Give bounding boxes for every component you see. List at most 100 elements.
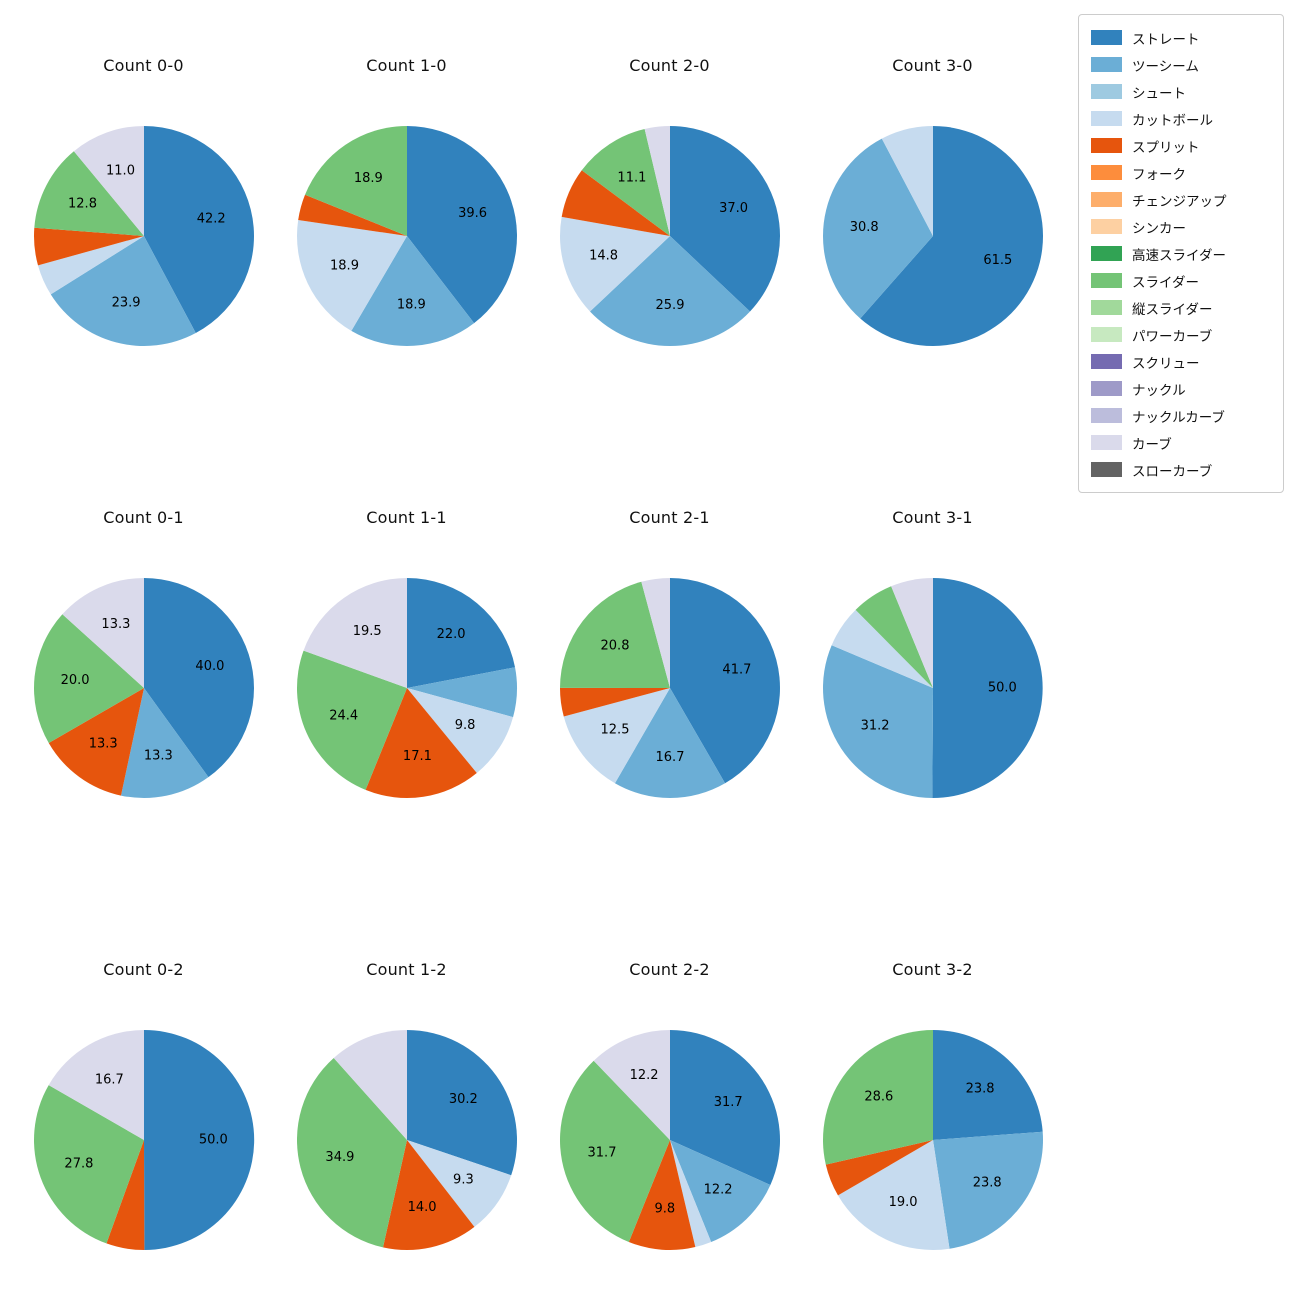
slice-value-label: 30.8 <box>849 220 878 235</box>
pie-slice <box>382 1140 474 1251</box>
legend-swatch <box>1091 111 1122 126</box>
slice-value-label: 19.0 <box>888 1195 917 1210</box>
legend-item-label: パワーカーブ <box>1132 328 1213 345</box>
slice-value-label: 19.5 <box>352 624 381 639</box>
slice-value-label: 30.2 <box>448 1092 477 1107</box>
pie-slice <box>61 578 144 688</box>
legend-swatch <box>1091 57 1122 72</box>
legend-item-label: スローカーブ <box>1132 463 1213 480</box>
chart-title: Count 1-0 <box>366 56 447 75</box>
pie-slice <box>296 1057 407 1248</box>
chart-title: Count 2-0 <box>629 56 710 75</box>
chart-title: Count 1-2 <box>366 960 447 979</box>
slice-value-label: 13.3 <box>88 737 117 752</box>
legend-item: シュート <box>1091 78 1271 105</box>
slice-value-label: 27.8 <box>64 1156 93 1171</box>
pie-chart-cell: Count 2-0 37.0 25.9 14.8 11.1 <box>538 50 801 502</box>
pie-chart-cell: Count 0-0 42.2 23.9 12.8 11.0 <box>12 50 275 502</box>
pie-slice <box>881 126 933 236</box>
legend-item-label: 縦スライダー <box>1132 301 1213 318</box>
pie-slice <box>304 126 407 236</box>
pie-chart: 37.0 25.9 14.8 11.1 <box>559 126 780 347</box>
pie-chart: 23.8 23.8 19.0 28.6 <box>822 1030 1043 1250</box>
pie-slice <box>825 1140 933 1196</box>
pie-slice <box>296 650 407 790</box>
legend-item-label: シュート <box>1132 85 1186 102</box>
legend-item: ナックルカーブ <box>1091 402 1271 429</box>
chart-title: Count 2-1 <box>629 508 710 527</box>
legend-swatch <box>1091 327 1122 342</box>
legend-item-label: スクリュー <box>1132 355 1200 372</box>
pie-chart: 40.0 13.3 13.3 20.0 13.3 <box>33 578 254 799</box>
slice-value-label: 41.7 <box>722 663 751 678</box>
legend-item-label: カーブ <box>1132 436 1172 453</box>
legend-item: チェンジアップ <box>1091 186 1271 213</box>
legend-swatch <box>1091 408 1122 423</box>
pie-slice <box>303 578 407 688</box>
pie-slice <box>932 1030 1043 1140</box>
pie-slice <box>822 645 933 798</box>
pie-chart-cell: Count 1-1 22.0 9.8 17.1 24.4 19.5 <box>275 502 538 954</box>
slice-value-label: 14.8 <box>589 248 618 263</box>
legend-item-label: スプリット <box>1132 139 1200 156</box>
chart-title: Count 3-0 <box>892 56 973 75</box>
pie-chart: 41.7 16.7 12.5 20.8 <box>559 578 780 798</box>
pie-slice <box>932 1131 1043 1249</box>
slice-value-label: 16.7 <box>655 750 684 765</box>
slice-value-label: 18.9 <box>396 298 425 313</box>
pie-slice <box>669 1140 711 1248</box>
slice-value-label: 11.1 <box>617 171 646 186</box>
pie-slice <box>669 1140 770 1243</box>
legend-swatch <box>1091 246 1122 261</box>
chart-title: Count 2-2 <box>629 960 710 979</box>
pie-slice <box>669 126 780 312</box>
slice-value-label: 42.2 <box>196 212 225 227</box>
pie-slice <box>628 1140 695 1251</box>
pie-slice <box>559 687 670 717</box>
pie-chart: 39.6 18.9 18.9 18.9 <box>296 126 517 347</box>
legend-item: フォーク <box>1091 159 1271 186</box>
legend-item: カーブ <box>1091 429 1271 456</box>
pie-slice <box>73 126 144 236</box>
pie-slice <box>559 216 670 312</box>
chart-title: Count 0-0 <box>103 56 184 75</box>
pie-slice <box>406 667 517 718</box>
pie-slice <box>563 688 670 784</box>
slice-value-label: 9.8 <box>654 1202 675 1217</box>
pie-slice <box>365 688 477 799</box>
pie-chart-cell: Count 0-1 40.0 13.3 13.3 20.0 13.3 <box>12 502 275 954</box>
legend-item: カットボール <box>1091 105 1271 132</box>
pie-slice <box>48 1030 144 1140</box>
legend-item-label: ストレート <box>1132 31 1200 48</box>
pie-slice <box>593 1030 670 1140</box>
legend-item: スクリュー <box>1091 348 1271 375</box>
slice-value-label: 24.4 <box>329 709 358 724</box>
pie-slice <box>143 1029 254 1250</box>
pie-chart: 50.0 31.2 <box>822 578 1043 799</box>
pie-slice <box>33 614 144 743</box>
pie-slice <box>614 688 725 798</box>
legend-item-label: スライダー <box>1132 274 1199 291</box>
slice-value-label: 23.8 <box>972 1176 1001 1191</box>
slice-value-label: 9.8 <box>454 718 475 733</box>
slice-value-label: 12.5 <box>600 723 629 738</box>
pie-chart: 61.5 30.8 <box>822 126 1043 346</box>
pie-slice <box>837 1140 950 1250</box>
slice-value-label: 31.2 <box>860 719 889 734</box>
pie-slice <box>406 1030 517 1176</box>
legend-item-label: シンカー <box>1132 220 1186 237</box>
legend-swatch <box>1091 435 1122 450</box>
pie-slice <box>589 236 750 347</box>
slice-value-label: 23.9 <box>111 296 140 311</box>
slice-value-label: 40.0 <box>195 659 224 674</box>
slice-value-label: 12.2 <box>629 1068 658 1083</box>
pie-chart: 22.0 9.8 17.1 24.4 19.5 <box>296 578 517 799</box>
pie-slice <box>559 581 670 688</box>
slice-value-label: 61.5 <box>983 253 1012 268</box>
legend: ストレート ツーシーム シュート カットボール スプリット フォーク チェンジアップ シンカー… <box>1078 14 1284 493</box>
pie-slice <box>822 138 933 319</box>
legend-swatch <box>1091 273 1122 288</box>
pie-slice <box>33 227 144 266</box>
pie-slice <box>561 170 670 236</box>
